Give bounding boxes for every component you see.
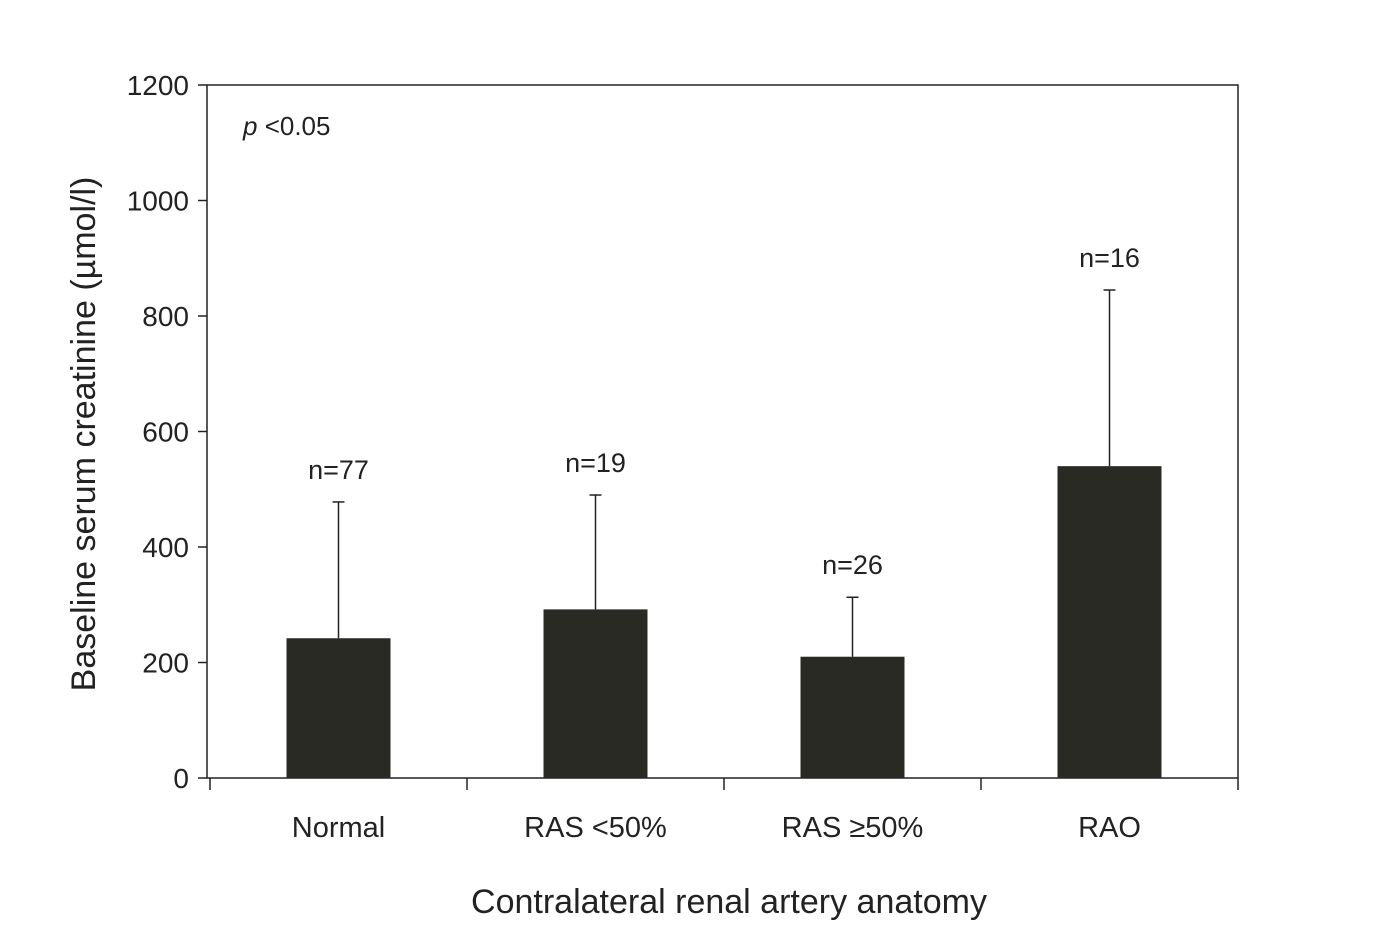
p-symbol: p: [242, 111, 257, 141]
y-tick-label: 800: [142, 301, 189, 332]
sample-size-label: n=77: [308, 455, 369, 485]
bars-group: [286, 466, 1162, 778]
p-value-text: <0.05: [257, 111, 330, 141]
y-tick-label: 1200: [127, 70, 189, 101]
error-bars-group: [332, 289, 1116, 657]
bar: [1057, 466, 1162, 778]
y-axis-ticks: 0 200 400 600 800 1000 1200: [127, 70, 207, 794]
y-tick-label: 0: [173, 763, 189, 794]
x-axis-title: Contralateral renal artery anatomy: [471, 883, 987, 921]
x-category-label: RAS <50%: [524, 812, 667, 844]
bar: [800, 656, 905, 778]
y-axis-title: Baseline serum creatinine (µmol/l): [65, 177, 103, 692]
x-category-label: Normal: [292, 812, 385, 844]
bar: [543, 609, 648, 778]
labels-group: n=77 Normal n=19 RAS <50% n=26 RAS ≥50% n=16 RA…: [292, 243, 1141, 844]
y-tick-label: 1000: [127, 186, 189, 217]
sample-size-label: n=26: [822, 550, 883, 580]
p-value-annotation: p <0.05: [242, 111, 330, 141]
x-axis-ticks: [209, 778, 1239, 790]
x-category-label: RAO: [1078, 812, 1141, 844]
bar: [286, 638, 391, 778]
sample-size-label: n=16: [1079, 243, 1140, 273]
y-tick-label: 600: [142, 417, 189, 448]
y-tick-label: 200: [142, 648, 189, 679]
y-tick-label: 400: [142, 532, 189, 563]
x-category-label: RAS ≥50%: [782, 812, 924, 844]
sample-size-label: n=19: [565, 448, 626, 478]
